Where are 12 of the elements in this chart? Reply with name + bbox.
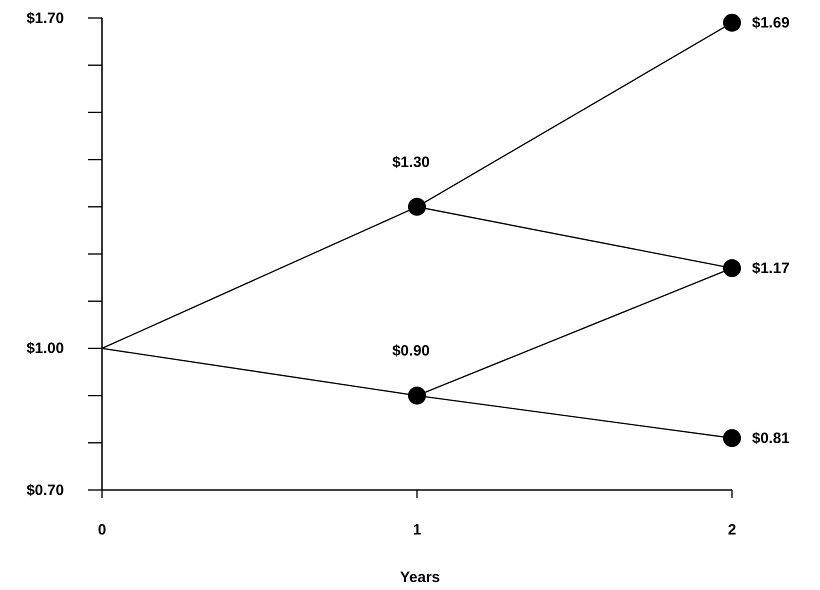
data-label: $0.90 [392, 342, 430, 360]
x-tick-label: 0 [98, 522, 106, 539]
x-tick-label: 1 [412, 522, 422, 539]
x-axis-title: Years [400, 569, 440, 586]
data-label: $1.69 [752, 14, 790, 32]
y-tick-label: $1.00 [26, 340, 64, 358]
y-tick-label: $1.70 [26, 10, 64, 27]
data-label: $1.30 [392, 154, 430, 171]
data-label: $0.81 [752, 430, 790, 448]
x-tick-label: 2 [728, 522, 736, 539]
y-tick-label: $0.70 [26, 482, 64, 499]
data-label: $1.17 [752, 260, 790, 278]
